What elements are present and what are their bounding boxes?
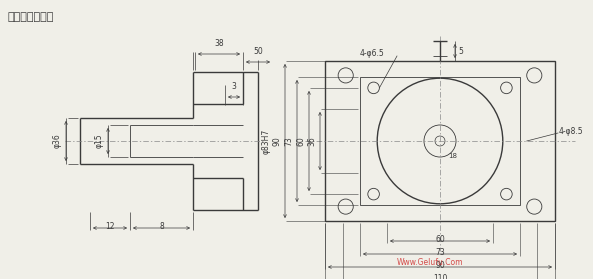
- Text: 3: 3: [231, 82, 237, 91]
- Text: 90: 90: [435, 261, 445, 270]
- Text: 带底脚减速装置: 带底脚减速装置: [8, 12, 55, 22]
- Text: φ15: φ15: [95, 134, 104, 148]
- Text: 110: 110: [433, 274, 447, 279]
- Text: 60: 60: [435, 235, 445, 244]
- Bar: [360, 77, 520, 205]
- Text: 73: 73: [284, 136, 293, 146]
- Bar: [325, 61, 555, 221]
- Text: 60: 60: [296, 136, 305, 146]
- Text: 38: 38: [214, 39, 224, 48]
- Text: φ36: φ36: [53, 134, 62, 148]
- Text: 4-φ6.5: 4-φ6.5: [360, 49, 385, 57]
- Text: 8: 8: [159, 222, 164, 231]
- Text: Www.Gelufu.Com: Www.Gelufu.Com: [397, 258, 463, 267]
- Text: 12: 12: [105, 222, 115, 231]
- Text: 36: 36: [307, 136, 316, 146]
- Text: 4-φ8.5: 4-φ8.5: [559, 126, 584, 136]
- Text: 18: 18: [448, 153, 457, 159]
- Text: 90: 90: [272, 136, 281, 146]
- Text: 5: 5: [458, 47, 463, 56]
- Text: φ83H7: φ83H7: [262, 128, 271, 154]
- Text: 73: 73: [435, 248, 445, 257]
- Text: 50: 50: [253, 47, 263, 56]
